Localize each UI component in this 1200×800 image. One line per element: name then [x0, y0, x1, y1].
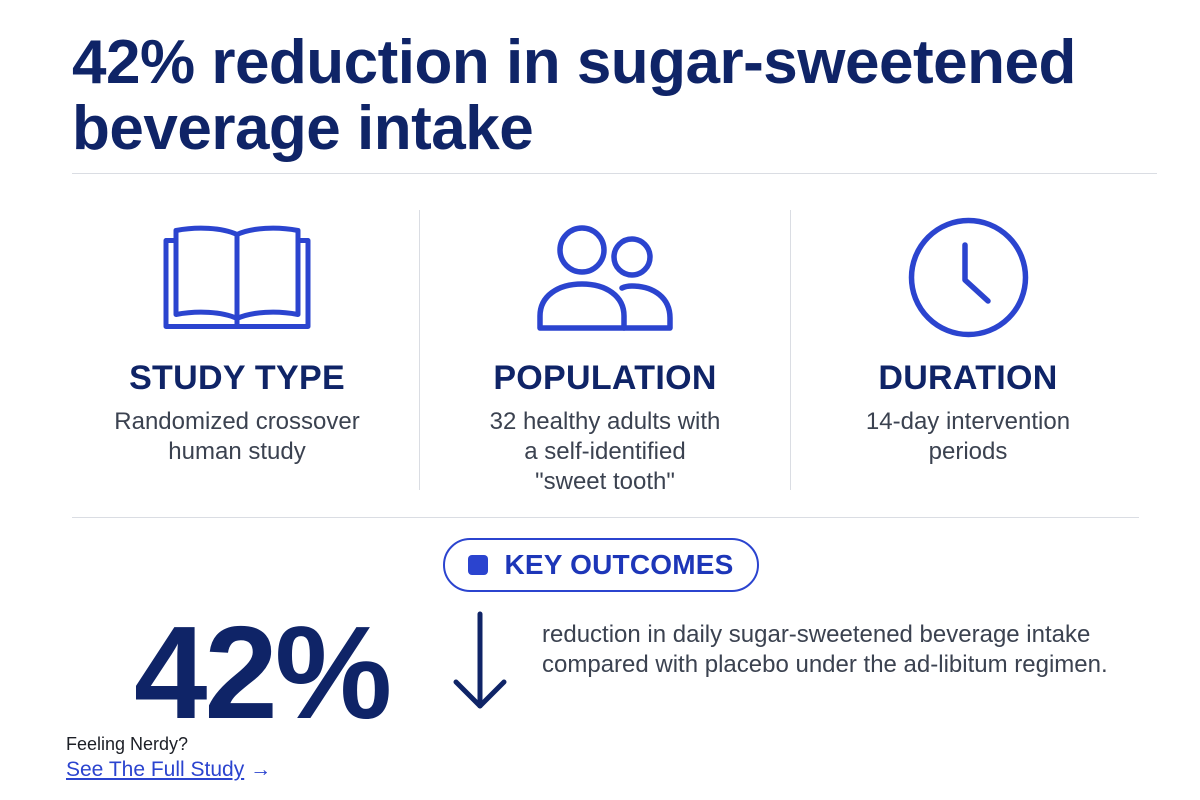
- stat-title: STUDY TYPE: [129, 359, 345, 397]
- stat-study-type: STUDY TYPE Randomized crossover human st…: [72, 215, 402, 467]
- stat-population: POPULATION 32 healthy adults with a self…: [440, 215, 770, 497]
- top-divider: [72, 173, 1157, 174]
- arrow-right-icon: →: [250, 758, 272, 781]
- stat-description: Randomized crossover human study: [114, 408, 360, 465]
- clock-icon: [908, 217, 1028, 338]
- link-label: See The Full Study: [66, 758, 245, 781]
- stat-title: DURATION: [878, 359, 1058, 397]
- open-book-icon: [163, 225, 311, 329]
- square-icon: [468, 555, 489, 575]
- outcome-value: 42%: [134, 599, 392, 746]
- users-icon: [537, 225, 673, 331]
- key-outcomes-badge: KEY OUTCOMES: [443, 538, 759, 592]
- column-divider: [790, 210, 791, 490]
- stat-duration: DURATION 14-day intervention periods: [808, 215, 1128, 467]
- stat-title: POPULATION: [493, 359, 717, 397]
- see-full-study-link[interactable]: See The Full Study →: [66, 757, 271, 783]
- arrow-down-icon: [453, 611, 507, 709]
- key-outcomes-label: KEY OUTCOMES: [504, 549, 734, 580]
- stat-description: 14-day intervention periods: [865, 408, 1071, 465]
- stat-description: 32 healthy adults with a self-identified…: [489, 408, 721, 495]
- section-divider: [72, 517, 1139, 518]
- column-divider: [419, 210, 420, 490]
- outcome-description: reduction in daily sugar-sweetened bever…: [542, 621, 1108, 678]
- page-title: 42% reduction in sugar-sweetened beverag…: [72, 28, 1076, 163]
- footer-prompt: Feeling Nerdy?: [66, 734, 189, 754]
